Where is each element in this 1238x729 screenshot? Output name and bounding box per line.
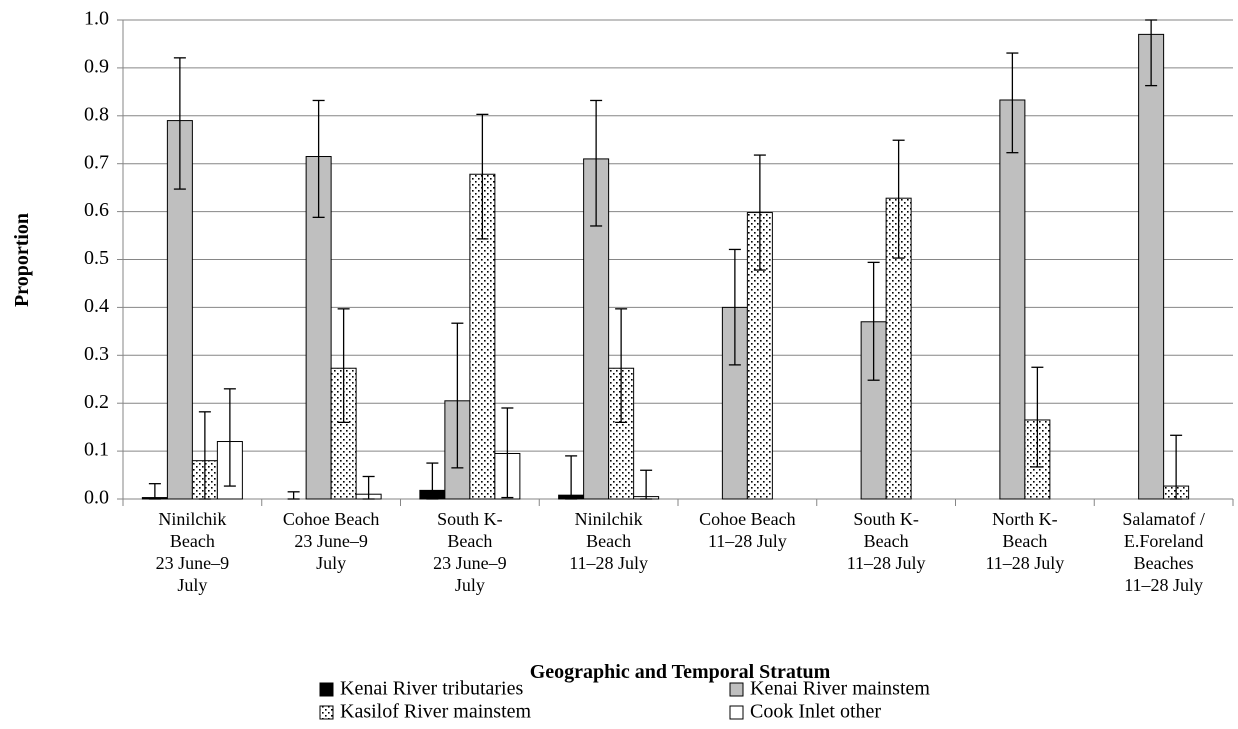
error-bar: [426, 462, 439, 500]
x-tick-label: Cohoe Beach 11–28 July: [699, 509, 795, 551]
x-tick-label-line: 11–28 July: [985, 553, 1064, 573]
x-tick-label-line: Cohoe Beach: [283, 509, 379, 529]
x-tick-label: South K-Beach 23 June–9 July: [433, 509, 507, 595]
y-tick-label: 0.2: [84, 391, 109, 413]
x-tick-label-line: Beach: [586, 531, 631, 551]
x-tick-label-line: South K-: [853, 509, 919, 529]
legend-swatch: [319, 705, 334, 720]
x-tick-label-line: Beach: [1002, 531, 1047, 551]
x-tick-label-line: Beach: [864, 531, 909, 551]
error-bar: [362, 475, 375, 500]
error-bar: [615, 308, 628, 424]
x-tick-label-line: South K-: [437, 509, 503, 529]
x-tick-label-line: Salamatof /: [1122, 509, 1204, 529]
y-tick-label: 1.0: [84, 8, 109, 30]
error-bar: [1006, 52, 1019, 154]
x-tick-label-line: July: [177, 575, 207, 595]
x-tick-label: Salamatof / E.Foreland Beaches 11–28 July: [1122, 509, 1204, 595]
error-bar: [501, 407, 514, 499]
x-tick-label-line: 23 June–9: [433, 553, 507, 573]
error-bar: [312, 99, 325, 218]
x-axis-title: Geographic and Temporal Stratum: [530, 661, 831, 683]
x-tick-label-line: E.Foreland: [1124, 531, 1203, 551]
bar: [999, 99, 1026, 500]
y-tick-label: 0.5: [84, 247, 109, 269]
error-bar: [640, 469, 653, 500]
error-bar: [867, 261, 880, 381]
y-tick-label: 0.9: [84, 55, 109, 77]
error-bar: [223, 388, 236, 487]
x-tick-label-line: July: [316, 553, 346, 573]
error-bar: [1170, 434, 1183, 500]
x-tick-label-line: Beaches: [1134, 553, 1194, 573]
y-tick-label: 0.4: [84, 295, 109, 317]
x-tick-label-line: Beach: [170, 531, 215, 551]
error-bar: [173, 57, 186, 190]
y-tick-label: 0.3: [84, 343, 109, 365]
bar: [746, 212, 773, 500]
x-tick-label-line: July: [455, 575, 485, 595]
legend-label: Kenai River mainstem: [750, 678, 930, 700]
legend-label: Cook Inlet other: [750, 701, 881, 723]
legend-swatch: [319, 682, 334, 697]
error-bar: [451, 322, 464, 469]
x-tick-label-line: Ninilchik: [158, 509, 226, 529]
error-bar: [198, 411, 211, 500]
y-tick-label: 0.8: [84, 103, 109, 125]
x-tick-label-line: 11–28 July: [1124, 575, 1203, 595]
error-bar: [590, 99, 603, 227]
x-tick-label: Cohoe Beach 23 June–9 July: [283, 509, 379, 573]
y-axis-title: Proportion: [11, 213, 33, 307]
x-tick-label-line: Ninilchik: [575, 509, 643, 529]
legend-label: Kasilof River mainstem: [340, 701, 532, 723]
x-tick-label-line: 11–28 July: [708, 531, 787, 551]
x-tick-label-line: 23 June–9: [294, 531, 368, 551]
x-tick-label-line: 11–28 July: [847, 553, 926, 573]
error-bar: [337, 308, 350, 424]
legend-label: Kenai River tributaries: [340, 678, 523, 700]
y-tick-label: 0.6: [84, 199, 109, 221]
bar: [1138, 33, 1165, 500]
error-bar: [892, 139, 905, 259]
x-tick-label: South K-Beach 11–28 July: [847, 509, 926, 573]
x-tick-label: North K-Beach 11–28 July: [985, 509, 1064, 573]
error-bar: [476, 113, 489, 240]
x-tick-label-line: 11–28 July: [569, 553, 648, 573]
x-tick-label-line: North K-: [992, 509, 1058, 529]
y-tick-label: 0.1: [84, 439, 109, 461]
x-tick-label-line: 23 June–9: [156, 553, 230, 573]
legend-swatch: [729, 705, 744, 720]
x-tick-label-line: Cohoe Beach: [699, 509, 795, 529]
error-bar: [287, 491, 300, 500]
x-tick-label-line: Beach: [447, 531, 492, 551]
legend-swatch: [729, 682, 744, 697]
x-tick-label: Ninilchik Beach 23 June–9 July: [156, 509, 230, 595]
x-tick-label: Ninilchik Beach 11–28 July: [569, 509, 648, 573]
error-bar: [565, 455, 578, 500]
error-bar: [728, 248, 741, 366]
error-bar: [1145, 19, 1158, 87]
y-tick-label: 0.7: [84, 151, 109, 173]
error-bar: [1031, 366, 1044, 468]
error-bar: [148, 483, 161, 500]
error-bar: [753, 154, 766, 271]
y-tick-label: 0.0: [84, 487, 109, 509]
